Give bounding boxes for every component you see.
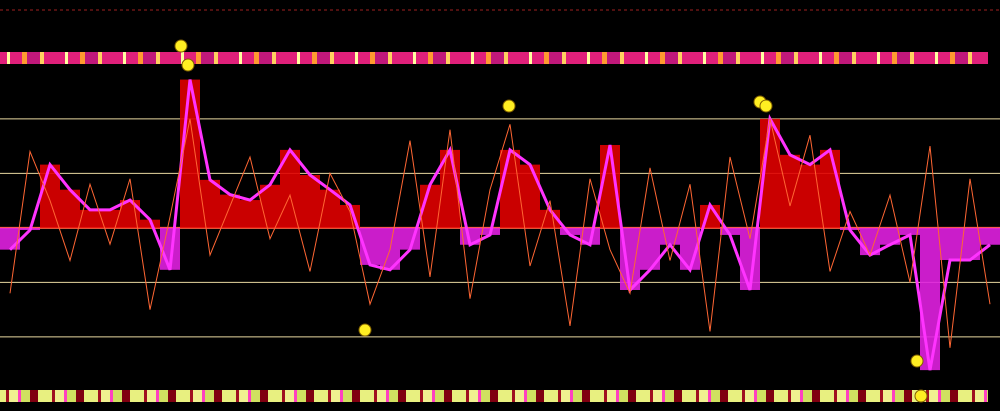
state-band-bottom xyxy=(0,390,988,402)
markers xyxy=(174,39,928,403)
histogram-bar xyxy=(100,209,120,228)
histogram-bar xyxy=(980,227,1000,245)
histogram-bar xyxy=(640,227,660,270)
histogram-bar xyxy=(520,164,540,228)
histogram-bar xyxy=(300,174,320,228)
histogram-bar xyxy=(360,227,380,265)
state-band-top xyxy=(0,52,988,64)
histogram-bar xyxy=(960,227,980,261)
smiley xyxy=(174,39,188,53)
histogram-bar xyxy=(880,227,900,245)
histogram-bar xyxy=(560,227,580,235)
histogram-bar xyxy=(680,227,700,270)
histogram-bar xyxy=(920,227,940,371)
histogram-bar xyxy=(500,149,520,228)
smiley xyxy=(358,323,372,337)
histogram-bar xyxy=(140,219,160,228)
histogram-bar xyxy=(720,227,740,235)
histogram-bar xyxy=(420,184,440,228)
histogram-bar xyxy=(200,179,220,228)
histogram-bar xyxy=(60,189,80,228)
histogram-bar xyxy=(800,164,820,228)
histogram-bar xyxy=(80,209,100,228)
histogram-bar xyxy=(900,227,920,235)
histogram-bar xyxy=(580,227,600,245)
signal-line xyxy=(9,118,991,348)
oscillator-line xyxy=(8,79,991,371)
smiley xyxy=(502,99,516,113)
histogram-bar xyxy=(820,149,840,228)
smiley xyxy=(910,354,924,368)
histogram-bar xyxy=(780,154,800,228)
histogram-bar xyxy=(460,227,480,245)
smiley xyxy=(914,389,928,403)
smiley xyxy=(759,99,773,113)
histogram-bar xyxy=(940,227,960,261)
histogram-bar xyxy=(280,149,300,228)
smiley xyxy=(181,58,195,72)
histogram-bar xyxy=(240,200,260,228)
